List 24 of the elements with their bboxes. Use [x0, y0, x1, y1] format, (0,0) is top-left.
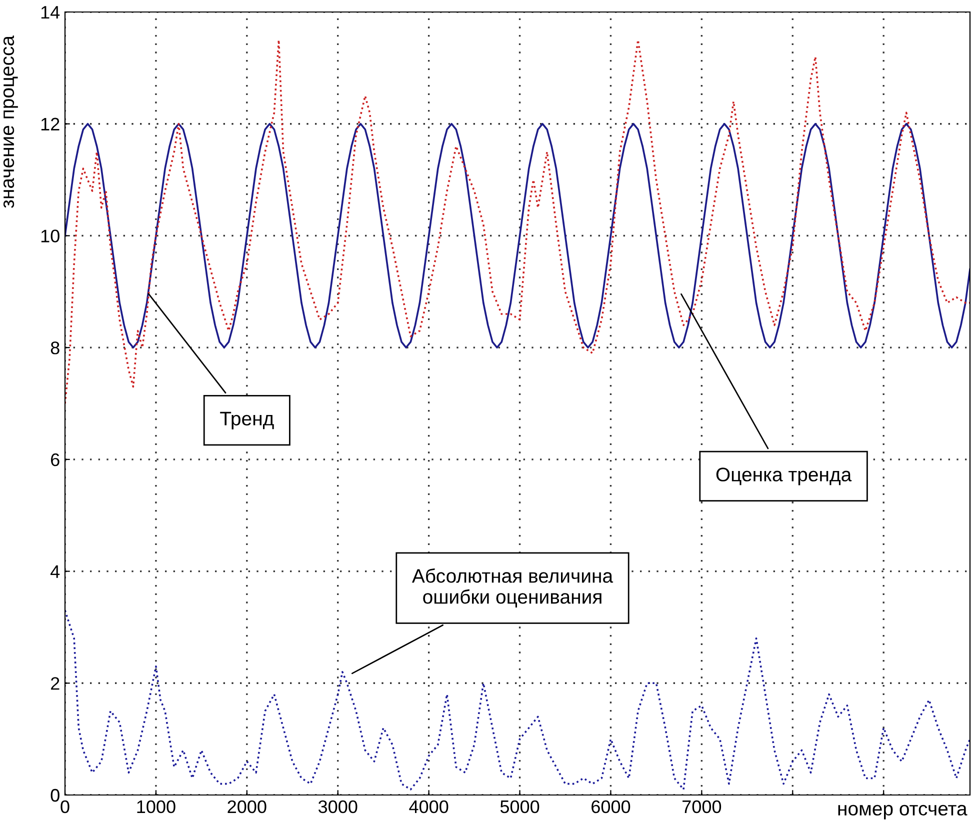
line-series	[65, 610, 970, 790]
y-tick-label: 6	[51, 453, 60, 466]
y-tick-label: 4	[50, 565, 60, 578]
x-tick-label: 0	[60, 800, 70, 814]
x-tick-label: 5000	[500, 800, 540, 814]
x-axis-title: номер отсчета	[838, 804, 968, 820]
annotation: Тренд	[220, 412, 274, 430]
y-axis-title: значение процесса	[3, 35, 18, 208]
line-series	[65, 39, 970, 404]
annotation: Абсолютная величина ошибки оценивания	[412, 568, 614, 608]
y-tick-label: 0	[50, 788, 60, 802]
x-tick-label: 3000	[318, 800, 358, 814]
y-tick-label: 14	[41, 6, 60, 19]
x-tick-label: 4000	[409, 800, 448, 814]
x-tick-label: 1000	[137, 800, 176, 814]
y-tick-label: 2	[51, 677, 60, 690]
y-tick-label: 8	[50, 342, 60, 354]
line-series	[65, 122, 970, 348]
y-tick-label: 12	[41, 118, 60, 130]
x-tick-label: 2000	[228, 800, 266, 814]
annotation: Оценка тренда	[716, 468, 852, 486]
x-tick-label: 6000	[592, 800, 630, 814]
x-tick-label: 7000	[682, 800, 722, 814]
y-tick-label: 10	[41, 230, 60, 242]
